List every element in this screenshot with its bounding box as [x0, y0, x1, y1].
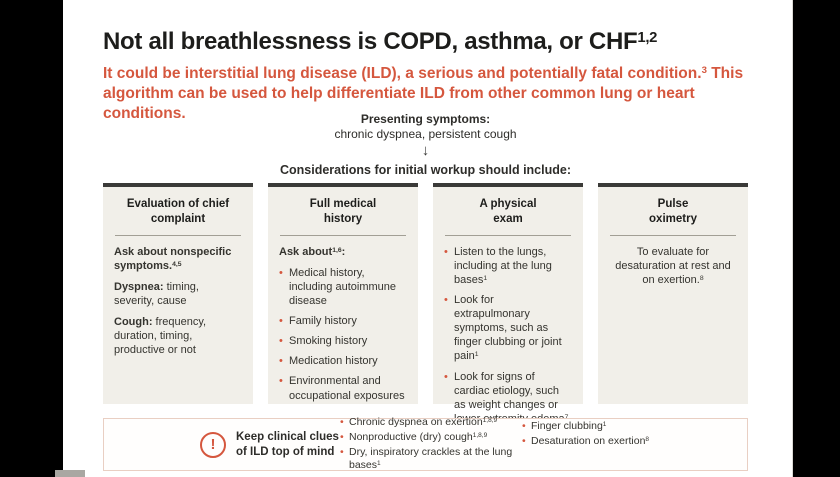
presenting-symptoms-label: Presenting symptoms:: [360, 112, 491, 126]
clues-label: Keep clinical clues of ILD top of mind: [236, 431, 339, 458]
card-body: To evaluate for desaturation at rest and…: [609, 245, 737, 287]
card-bullet-item: Medication history: [279, 354, 407, 368]
card-title: Pulse oximetry: [649, 198, 697, 225]
card-lead: Ask about1,6:: [279, 245, 346, 258]
clue-item: Chronic dyspnea on exertion1,8,9: [340, 416, 522, 430]
considerations-label: Considerations for initial workup should…: [280, 163, 571, 177]
down-arrow-icon: ↓: [421, 142, 430, 159]
page-title: Not all breathlessness is COPD, asthma, …: [103, 28, 763, 56]
card-bullet-item: Environmental and occupational exposures: [279, 374, 407, 402]
card-paragraph: Dyspnea: timing, severity, cause: [114, 281, 199, 308]
card-bullet-item: Medical history, including autoimmune di…: [279, 266, 407, 308]
flow-intro: Presenting symptoms: chronic dyspnea, pe…: [103, 112, 748, 177]
page-title-text: Not all breathlessness is COPD, asthma, …: [103, 28, 638, 56]
clinical-clues-box: ! Keep clinical clues of ILD top of mind…: [103, 415, 748, 474]
card-body: Ask about nonspecific symptoms.4,5 Dyspn…: [114, 245, 242, 358]
divider: [445, 234, 571, 236]
card-physical-exam: A physical exam Listen to the lungs, inc…: [433, 183, 583, 425]
card-body: Ask about1,6: Medical history, including…: [279, 245, 407, 403]
page-title-superscript: 1,2: [637, 30, 658, 47]
clue-item: Nonproductive (dry) cough1,8,9: [340, 431, 522, 445]
card-title: Full medical history: [309, 198, 377, 225]
clue-item: Finger clubbing1: [522, 420, 702, 434]
card-title: A physical exam: [479, 198, 537, 225]
card-paragraph: To evaluate for desaturation at rest and…: [615, 245, 731, 287]
clues-column-1: Chronic dyspnea on exertion1,8,9 Nonprod…: [340, 415, 522, 474]
card-paragraph: Cough: frequency, duration, timing, prod…: [114, 316, 207, 357]
card-full-medical-history: Full medical history Ask about1,6: Medic…: [268, 183, 418, 404]
divider: [610, 234, 736, 236]
card-bullet-item: Look for extrapulmonary symptoms, such a…: [444, 293, 572, 363]
card-bullet-list: Medical history, including autoimmune di…: [279, 266, 407, 403]
clues-column-2: Finger clubbing1 Desaturation on exertio…: [522, 419, 702, 449]
divider: [115, 234, 241, 236]
alert-exclamation-icon: !: [200, 431, 226, 458]
card-evaluation-of-chief-complaint: Evaluation of chief complaint Ask about …: [103, 183, 253, 404]
card-body: Listen to the lungs, including at the lu…: [444, 245, 572, 426]
card-bullet-list: Listen to the lungs, including at the lu…: [444, 245, 572, 426]
workup-cards-row: Evaluation of chief complaint Ask about …: [103, 183, 748, 425]
card-bullet-item: Listen to the lungs, including at the lu…: [444, 245, 572, 287]
divider: [280, 234, 406, 236]
clue-item: Dry, inspiratory crackles at the lung ba…: [340, 446, 522, 473]
presenting-symptoms-value: chronic dyspnea, persistent cough: [334, 127, 517, 141]
page-subtitle: It could be interstitial lung disease (I…: [103, 64, 744, 122]
card-title: Evaluation of chief complaint: [126, 198, 230, 225]
bottom-edge-fragment: [55, 470, 85, 477]
card-pulse-oximetry: Pulse oximetry To evaluate for desaturat…: [598, 183, 748, 404]
infographic-page: Not all breathlessness is COPD, asthma, …: [63, 0, 793, 477]
card-bullet-item: Family history: [279, 314, 407, 328]
card-bullet-item: Smoking history: [279, 334, 407, 348]
clue-item: Desaturation on exertion8: [522, 435, 702, 449]
card-paragraph: Ask about nonspecific symptoms.4,5: [114, 245, 232, 272]
